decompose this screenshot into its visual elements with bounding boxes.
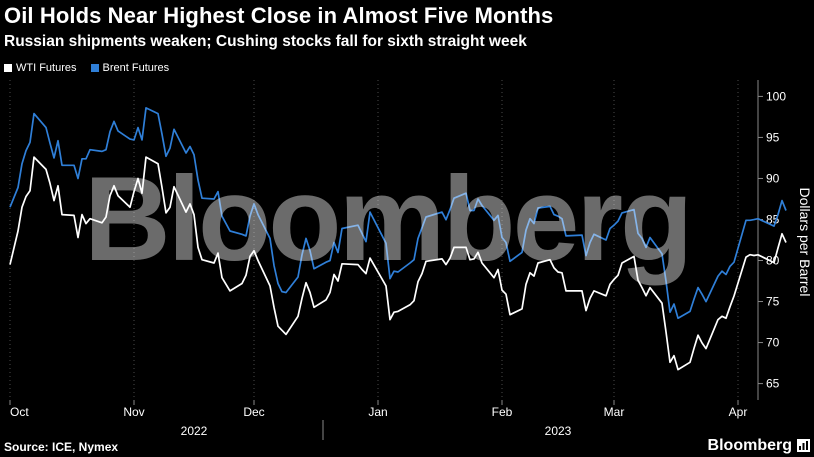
y-tick-label: 100 [766,89,786,103]
x-tick-label: Dec [243,405,264,419]
legend-swatch-brent [90,64,99,72]
legend-swatch-wti [4,64,12,72]
y-tick-label: 65 [766,377,780,391]
y-tick-label: 95 [766,130,780,144]
x-tick-label: Oct [10,405,29,419]
legend: WTI Futures Brent Futures [4,62,169,74]
chart-subtitle: Russian shipments weaken; Cushing stocks… [4,33,527,50]
x-tick-label: Apr [729,405,748,419]
legend-item-brent: Brent Futures [90,62,170,74]
y-tick-label: 85 [766,212,780,226]
chart-title: Oil Holds Near Highest Close in Almost F… [4,3,554,28]
series-line-brent-futures [9,107,787,320]
y-tick-label: 70 [766,336,780,350]
y-axis-label: Dollars per Barrel [797,188,813,297]
x-tick-label: Nov [123,405,144,419]
x-tick-label: Feb [492,405,513,419]
legend-label-brent: Brent Futures [102,62,170,74]
legend-item-wti: WTI Futures [4,62,77,74]
y-tick-label: 90 [766,171,780,185]
x-tick-label: Mar [604,405,625,419]
y-tick-label: 75 [766,295,780,309]
bar-chart-icon [797,439,810,452]
year-label: 2022 [181,424,208,438]
source-note: Source: ICE, Nymex [4,440,119,454]
legend-label-wti: WTI Futures [16,62,77,74]
year-label: 2023 [545,424,572,438]
series-line-wti-futures [9,156,787,371]
bloomberg-logo: Bloomberg [707,437,792,454]
x-tick-label: Jan [368,405,387,419]
